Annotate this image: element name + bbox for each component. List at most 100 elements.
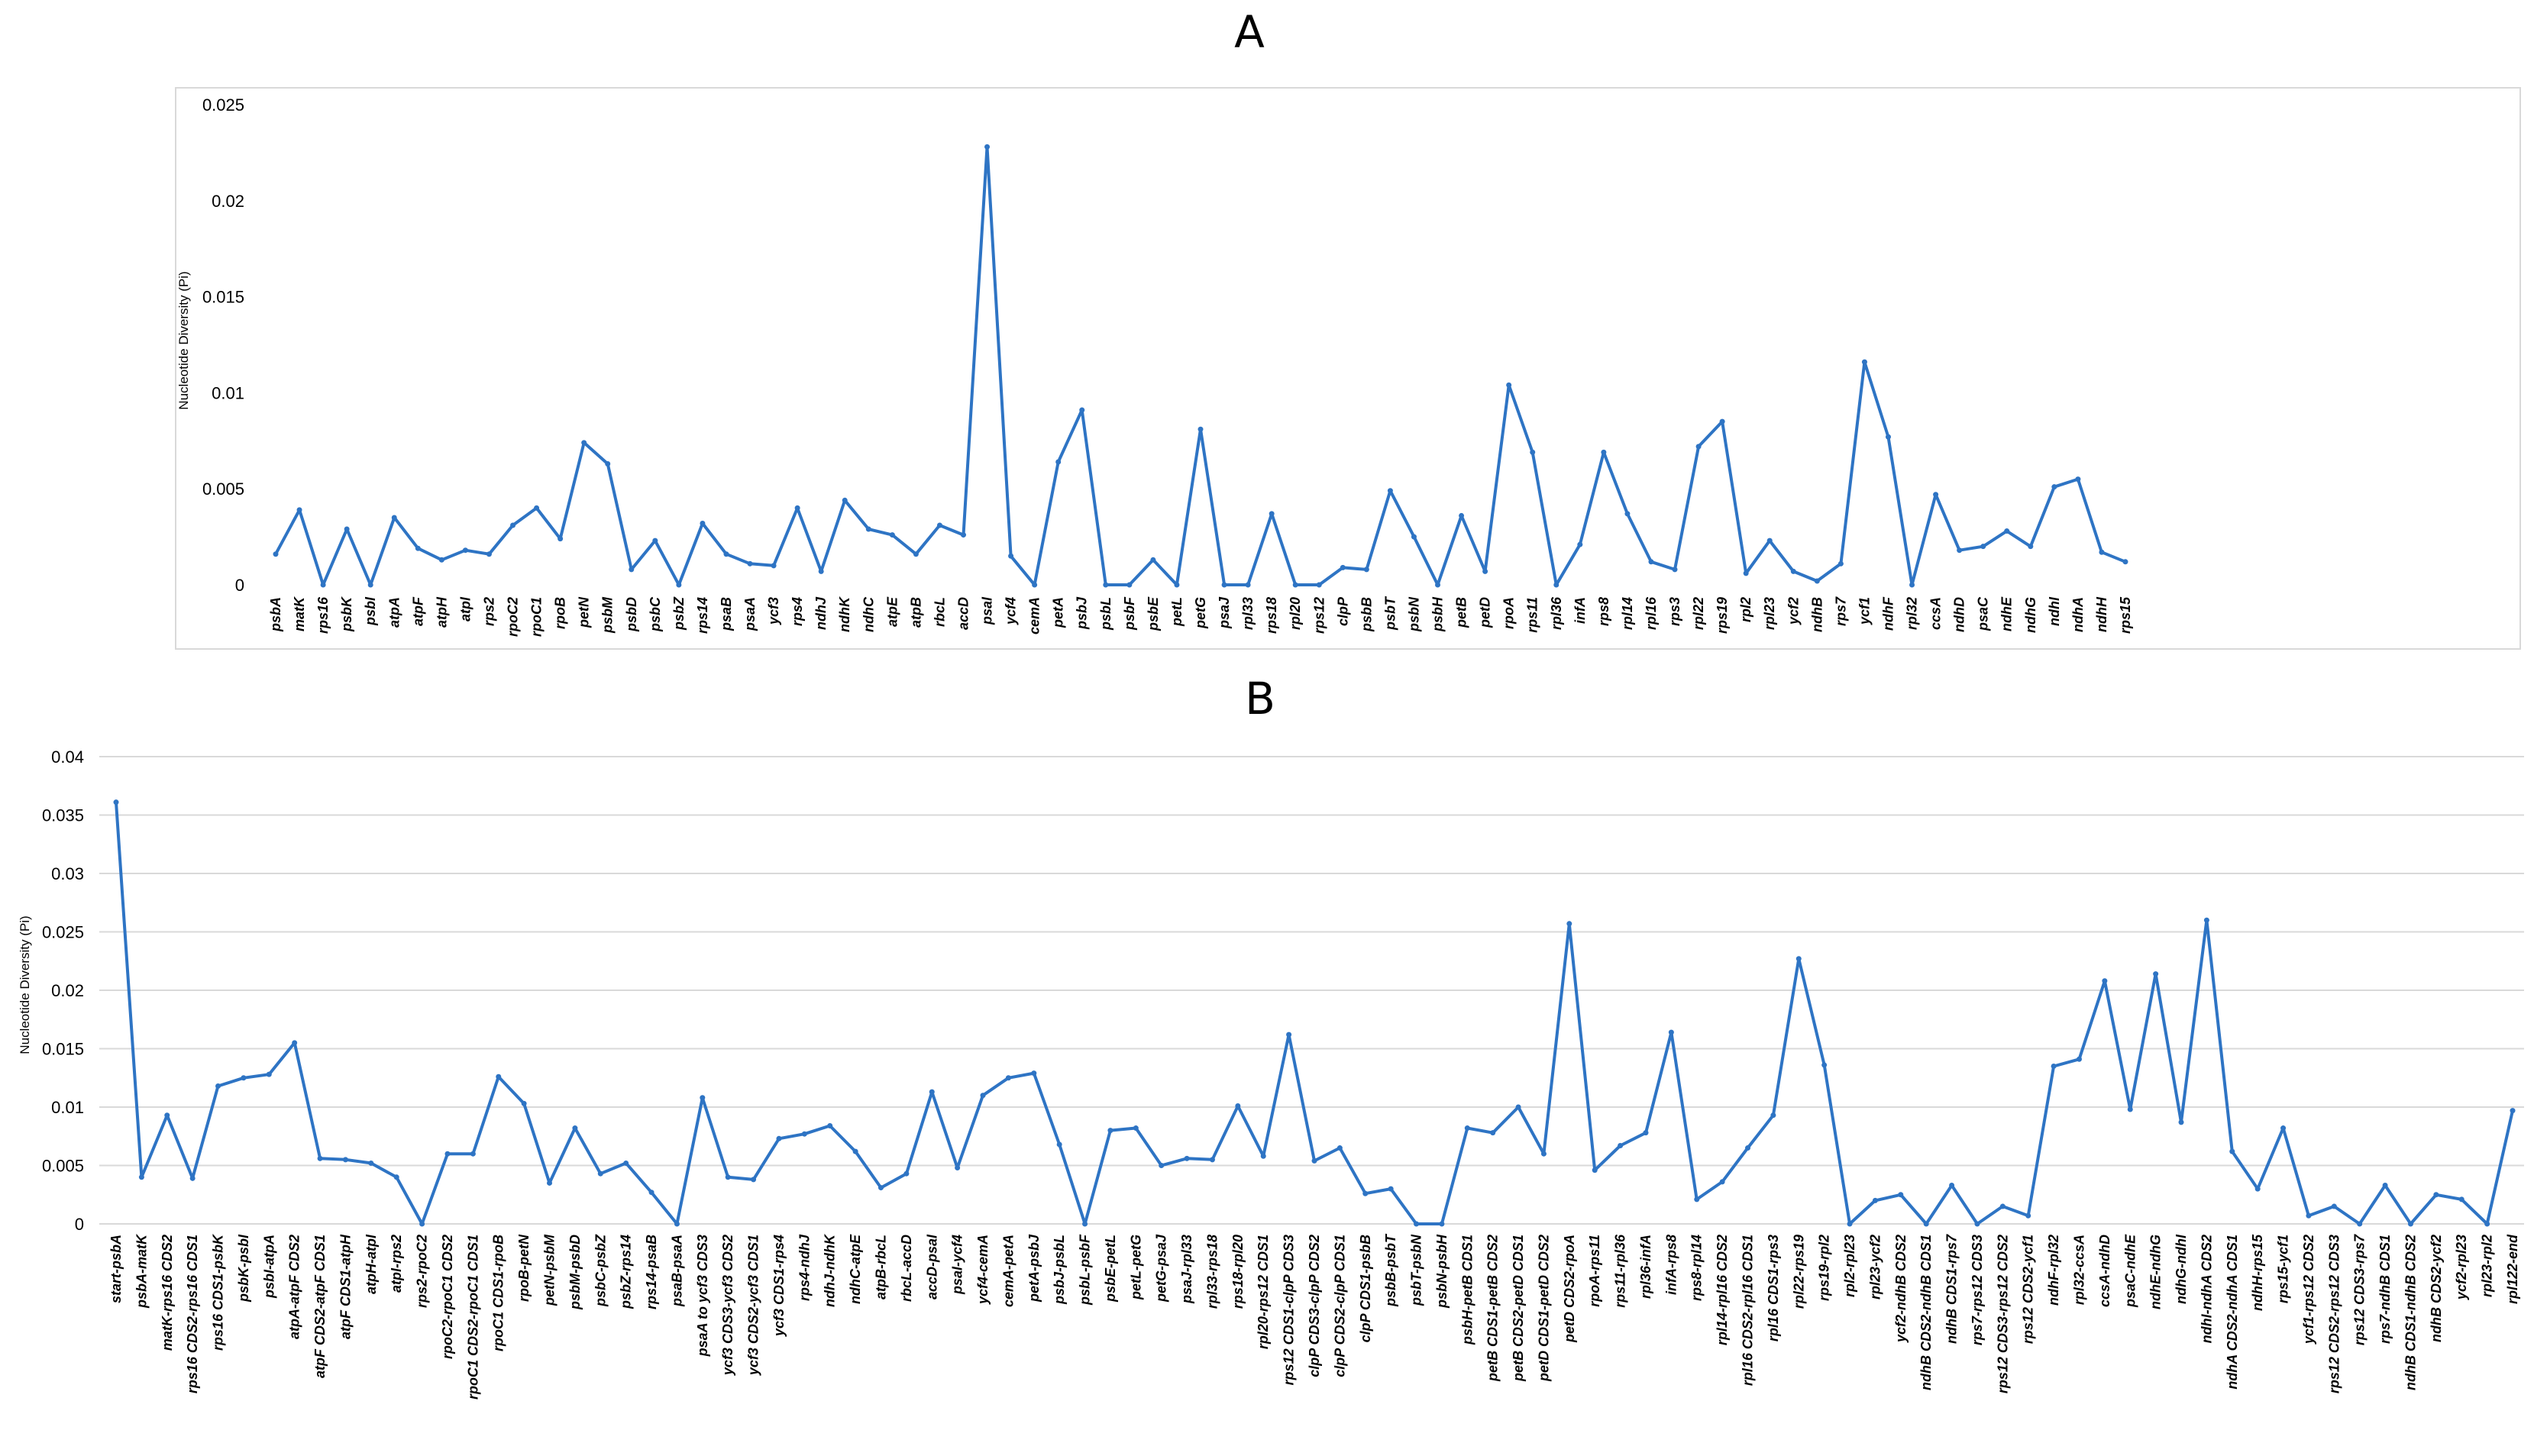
panel-b-data-point xyxy=(2025,1212,2031,1219)
panel-b-data-point xyxy=(776,1135,782,1141)
panel-b-x-tick-label: ndhH-rps15 xyxy=(2250,1234,2265,1311)
panel-b-x-tick-label: ndhI-ndhA CDS2 xyxy=(2199,1235,2214,1343)
panel-b-data-point xyxy=(955,1165,961,1171)
panel-a-x-tick-label: ndhJ xyxy=(813,596,829,630)
panel-a-data-point xyxy=(462,547,468,554)
panel-b-data-point xyxy=(2433,1192,2439,1198)
panel-a-data-point xyxy=(1245,582,1251,588)
panel-a-data-point xyxy=(889,532,895,538)
panel-a-data-point xyxy=(865,526,871,532)
panel-a-x-tick-label: rps18 xyxy=(1264,597,1279,634)
panel-a-x-tick-label: rps19 xyxy=(1715,597,1730,634)
panel-b-y-tick-label: 0.03 xyxy=(51,864,84,883)
panel-a-y-tick-label: 0.005 xyxy=(202,479,244,499)
panel-a-x-tick-label: psbN xyxy=(1406,596,1421,632)
panel-b-x-tick-label: rpl23-ycf2 xyxy=(1867,1235,1883,1299)
panel-b-x-tick-label: rps11-rpl36 xyxy=(1613,1234,1628,1308)
panel-a-data-point xyxy=(1861,359,1867,365)
panel-a-x-tick-label: ndhB xyxy=(1809,597,1825,632)
panel-a-y-tick-label: 0.02 xyxy=(212,192,244,211)
panel-b-data-point xyxy=(878,1185,884,1191)
panel-b-data-point xyxy=(751,1177,757,1183)
panel-b-x-tick-label: ndhB CDS2-ndhB CDS1 xyxy=(1918,1235,1934,1390)
panel-a-frame xyxy=(175,87,2521,650)
panel-a-data-point xyxy=(676,582,682,588)
panel-a-data-point xyxy=(842,497,848,503)
panel-b-data-point xyxy=(2127,1106,2133,1112)
panel-a-data-point xyxy=(1032,582,1038,588)
panel-b-data-point xyxy=(1133,1125,1139,1132)
panel-b-data-point xyxy=(1490,1130,1496,1136)
panel-a-data-point xyxy=(936,522,942,528)
panel-a-x-tick-label: rps2 xyxy=(481,597,496,626)
panel-a-x-ticks: psbA matK rps16 psbK psbI atpA atpF atpH atpI rps… xyxy=(268,596,2133,637)
panel-a-x-tick-label: psbD xyxy=(624,597,639,632)
panel-b-x-tick-label: accD-psaI xyxy=(924,1234,939,1299)
panel-a-data-point xyxy=(1719,418,1725,425)
panel-b-data-point xyxy=(189,1175,196,1181)
panel-a-x-tick-label: rpoB xyxy=(553,597,568,629)
panel-b-data-point xyxy=(1694,1196,1700,1203)
panel-b-x-tick-label: rpl122-end xyxy=(2505,1234,2520,1304)
panel-b-data-point xyxy=(1872,1197,1878,1203)
panel-b-data-point xyxy=(470,1151,476,1157)
panel-a-data-point xyxy=(2051,484,2057,490)
panel-a-x-tick-label: rpl20 xyxy=(1288,597,1303,630)
panel-a-x-tick-label: rpl16 xyxy=(1644,596,1659,630)
panel-a-data-point xyxy=(629,567,635,573)
panel-b-data-point xyxy=(1362,1190,1369,1196)
panel-b-x-tick-label: rpoC2-rpoC1 CDS2 xyxy=(440,1235,455,1359)
panel-b-x-tick-label: psbM-psbD xyxy=(567,1235,583,1310)
panel-b-data-point xyxy=(2280,1125,2287,1132)
panel-b-data-point xyxy=(1592,1167,1598,1174)
panel-b-x-tick-label: psaB-psaA xyxy=(669,1235,684,1307)
panel-a-data-point xyxy=(1435,582,1441,588)
panel-b-data-point xyxy=(1414,1221,1420,1227)
panel-b-data-point xyxy=(1847,1221,1853,1227)
panel-a-data-point xyxy=(700,520,706,526)
panel-b-x-tick-label: rps12 CDS1-clpP CDS3 xyxy=(1282,1235,1297,1385)
panel-b-x-tick-label: psbA-matK xyxy=(134,1233,149,1309)
panel-b-y-tick-label: 0.04 xyxy=(51,747,84,767)
panel-b-x-tick-label: rps16 CDS2-rps16 CDS1 xyxy=(185,1235,200,1393)
panel-b-data-point xyxy=(2357,1221,2363,1227)
panel-b-x-tick-label: ndhF-rpl32 xyxy=(2046,1235,2061,1306)
panel-b-data-point xyxy=(980,1093,986,1099)
panel-a-x-tick-label: ndhH xyxy=(2094,596,2109,632)
panel-b-x-tick-label: ndhA CDS2-ndhA CDS1 xyxy=(2225,1235,2240,1390)
panel-a-x-tick-label: matK xyxy=(292,596,307,631)
panel-a-x-tick-label: ycf3 xyxy=(766,597,781,625)
panel-a-data-point xyxy=(1672,567,1678,573)
panel-b-y-tick-label: 0.01 xyxy=(51,1098,84,1117)
panel-b-data-point xyxy=(1031,1070,1037,1077)
panel-a-data-point xyxy=(1459,512,1465,518)
panel-a-data-point xyxy=(1482,568,1488,574)
panel-a-data-point xyxy=(1079,407,1085,413)
panel-a-y-tick-label: 0.015 xyxy=(202,288,244,307)
panel-a-data-point xyxy=(913,551,919,557)
panel-a-data-point xyxy=(723,551,729,557)
panel-b-data-point xyxy=(393,1174,399,1180)
panel-b-data-point xyxy=(623,1160,629,1166)
panel-b-x-tick-label: clpP CDS2-clpP CDS1 xyxy=(1332,1235,1347,1377)
panel-b-x-tick-label: ycf4-cemA xyxy=(975,1235,991,1305)
panel-a-x-tick-label: psbJ xyxy=(1075,596,1090,630)
panel-b-data-point xyxy=(164,1112,170,1119)
panel-b-x-tick-label: clpP CDS1-psbB xyxy=(1358,1235,1373,1342)
panel-a-data-point xyxy=(1553,582,1560,588)
panel-b-data-point xyxy=(2458,1196,2465,1203)
panel-a-data-point xyxy=(273,551,279,557)
panel-b-x-tick-label: rpoC1 CDS1-rpoB xyxy=(491,1235,506,1351)
panel-b-data-point xyxy=(113,799,119,805)
panel-b-data-point xyxy=(1235,1102,1241,1109)
panel-b-data-point xyxy=(929,1089,935,1095)
panel-b-x-tick-label: rpl14-rpl16 CDS2 xyxy=(1715,1235,1730,1345)
panel-b-data-point xyxy=(1286,1031,1292,1038)
panel-a-x-tick-label: atpI xyxy=(457,596,473,621)
panel-a-data-point xyxy=(344,526,350,532)
panel-a-data-point xyxy=(558,536,564,542)
panel-b-x-tick-label: psbC-psbZ xyxy=(593,1234,608,1307)
panel-b-x-tick-label: ccsA-ndhD xyxy=(2097,1235,2112,1307)
panel-a-data-point xyxy=(1601,449,1607,455)
panel-b-x-tick-label: atpA-atpF CDS2 xyxy=(287,1235,302,1339)
